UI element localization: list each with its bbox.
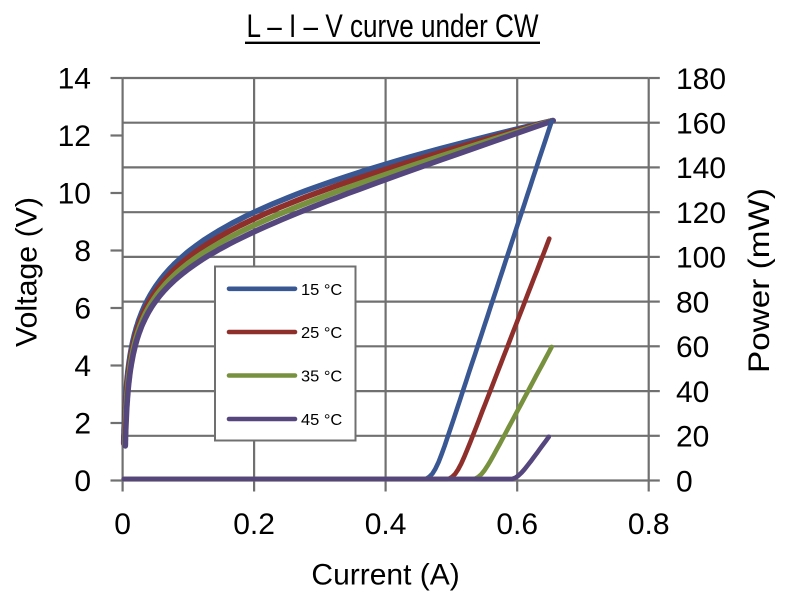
svg-text:14: 14 <box>58 63 91 96</box>
svg-text:0: 0 <box>676 465 693 498</box>
svg-text:60: 60 <box>676 331 709 364</box>
svg-text:0.8: 0.8 <box>628 508 670 541</box>
svg-text:L – I – V curve under CW: L – I – V curve under CW <box>247 8 540 44</box>
svg-text:140: 140 <box>676 152 726 185</box>
svg-text:8: 8 <box>74 235 91 268</box>
svg-text:Voltage (V): Voltage (V) <box>11 197 44 347</box>
svg-text:Current (A): Current (A) <box>311 559 459 592</box>
svg-text:0.2: 0.2 <box>233 508 275 541</box>
svg-text:0: 0 <box>74 465 91 498</box>
svg-text:20: 20 <box>676 421 709 454</box>
svg-text:15 °C: 15 °C <box>301 282 342 299</box>
svg-text:40: 40 <box>676 376 709 409</box>
svg-text:0.4: 0.4 <box>365 508 407 541</box>
svg-text:Power (mW): Power (mW) <box>743 188 776 373</box>
svg-text:10: 10 <box>58 178 91 211</box>
svg-text:45 °C: 45 °C <box>301 412 342 429</box>
svg-text:4: 4 <box>74 350 91 383</box>
svg-text:0: 0 <box>114 508 131 541</box>
svg-text:80: 80 <box>676 286 709 319</box>
svg-text:100: 100 <box>676 242 726 275</box>
svg-text:25 °C: 25 °C <box>301 325 342 342</box>
svg-text:120: 120 <box>676 197 726 230</box>
svg-text:6: 6 <box>74 293 91 326</box>
svg-text:160: 160 <box>676 108 726 141</box>
svg-text:12: 12 <box>58 120 91 153</box>
svg-text:2: 2 <box>74 408 91 441</box>
svg-text:35 °C: 35 °C <box>301 369 342 386</box>
svg-text:180: 180 <box>676 63 726 96</box>
svg-text:0.6: 0.6 <box>496 508 538 541</box>
